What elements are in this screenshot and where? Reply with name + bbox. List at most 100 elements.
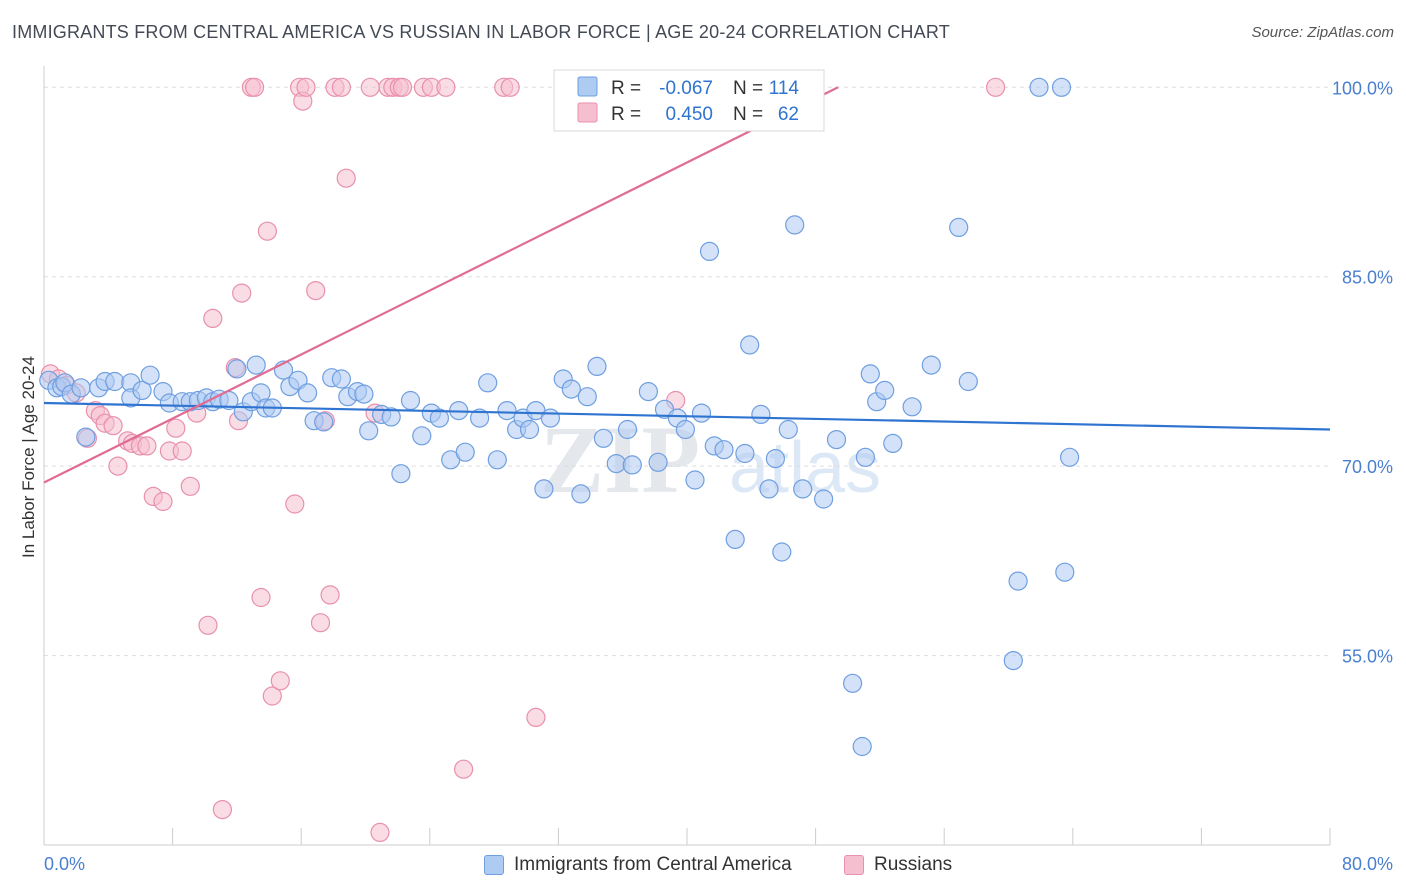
central-america-point: [778, 419, 798, 440]
stats-n-value-pink: 62: [778, 104, 799, 125]
russians-point: [310, 613, 331, 633]
central-america-point: [675, 419, 696, 440]
chart-title: IMMIGRANTS FROM CENTRAL AMERICA VS RUSSI…: [12, 22, 950, 42]
central-america-point: [725, 529, 745, 550]
russians-point: [296, 77, 316, 97]
russians-point: [500, 77, 520, 97]
central-america-point: [765, 449, 786, 469]
central-america-point: [400, 390, 421, 411]
y-tick-labels: 100.0% 85.0% 70.0% 55.0%: [1332, 78, 1393, 666]
central-america-point: [921, 355, 941, 375]
central-america-point: [140, 365, 160, 385]
central-america-point: [391, 464, 411, 484]
central-america-point: [785, 215, 805, 235]
central-america-point: [132, 380, 152, 400]
russians-point: [985, 77, 1006, 97]
central-america-point: [381, 407, 401, 427]
russians-point: [172, 441, 192, 461]
legend-item-russians: Russians: [844, 852, 952, 878]
central-america-point: [699, 241, 720, 261]
russians-point: [526, 707, 546, 728]
source-note: Source: ZipAtlas.com: [1251, 24, 1394, 41]
central-america-point: [587, 356, 607, 376]
russians-point: [336, 168, 356, 188]
central-america-point: [1059, 447, 1080, 467]
y-tick-label: 55.0%: [1342, 647, 1393, 667]
central-america-point: [958, 371, 978, 392]
stats-n-value-blue: 114: [769, 78, 800, 99]
central-america-point: [949, 217, 969, 237]
central-america-point: [902, 397, 922, 417]
central-america-point: [1051, 77, 1072, 97]
russians-point: [370, 822, 390, 843]
central-america-point: [487, 450, 507, 470]
russians-point: [137, 436, 157, 456]
central-america-point: [298, 383, 318, 403]
russians-point: [331, 77, 351, 97]
central-america-point: [860, 364, 880, 384]
central-america-point: [71, 378, 91, 398]
russians-point: [180, 476, 200, 496]
central-america-point: [354, 384, 374, 404]
legend-swatch-pink: [844, 855, 864, 875]
russians-point: [212, 799, 232, 820]
central-america-point: [842, 673, 863, 693]
central-america-point: [76, 427, 96, 447]
central-america-point: [622, 455, 642, 475]
central-america-point: [105, 371, 125, 392]
legend-swatch-blue: [484, 855, 504, 875]
russians-point: [232, 283, 252, 303]
russians-point: [454, 759, 474, 779]
central-america-point: [227, 359, 247, 379]
central-america-point: [813, 489, 834, 509]
russians-point: [360, 77, 380, 97]
central-america-point: [606, 454, 626, 474]
central-america-point: [246, 355, 266, 375]
stats-n-label-pink: N =: [733, 104, 763, 125]
legend-item-central-america: Immigrants from Central America: [484, 852, 792, 878]
russians-point: [306, 281, 326, 301]
central-america-point: [571, 484, 591, 504]
russians-point: [108, 456, 128, 476]
stats-legend-swatch-blue: [577, 76, 598, 97]
russians-point: [257, 221, 277, 241]
x-tick-label: 0.0%: [44, 854, 85, 874]
central-america-point: [429, 408, 449, 428]
y-axis-label: In Labor Force | Age 20-24: [19, 356, 38, 558]
central-america-point: [714, 440, 734, 460]
central-america-point: [772, 542, 792, 562]
legend-label-central-america: Immigrants from Central America: [514, 854, 792, 875]
trend-line-russians: [43, 86, 839, 484]
central-america-point: [740, 335, 760, 355]
central-america-point: [691, 403, 712, 423]
central-america-point: [577, 387, 597, 407]
russians-point: [320, 585, 340, 605]
axes: [43, 66, 1331, 846]
bottom-legend: Immigrants from Central America Russians: [0, 852, 1406, 878]
russians-point: [166, 418, 186, 438]
central-america-point: [331, 369, 351, 389]
stats-r-label-blue: R =: [611, 78, 641, 99]
russians-point: [285, 494, 305, 514]
central-america-point: [638, 382, 659, 402]
stats-r-value-blue: -0.067: [659, 78, 713, 99]
central-america-point: [1008, 571, 1028, 591]
x-tick-label: 80.0%: [1342, 854, 1393, 874]
central-america-point: [852, 736, 872, 757]
central-america-points: [39, 77, 1080, 757]
central-america-point: [497, 401, 517, 421]
central-america-point: [561, 379, 581, 399]
central-america-point: [883, 433, 903, 453]
russians-point: [262, 686, 282, 706]
russians-point: [251, 587, 271, 608]
central-america-point: [470, 408, 490, 428]
central-america-point: [1003, 650, 1023, 671]
central-america-point: [478, 373, 498, 393]
trend-lines: [43, 86, 1331, 484]
central-america-point: [593, 428, 614, 448]
y-tick-label: 85.0%: [1342, 268, 1393, 288]
central-america-point: [314, 412, 334, 432]
central-america-point: [519, 419, 540, 440]
russians-point: [203, 308, 223, 328]
